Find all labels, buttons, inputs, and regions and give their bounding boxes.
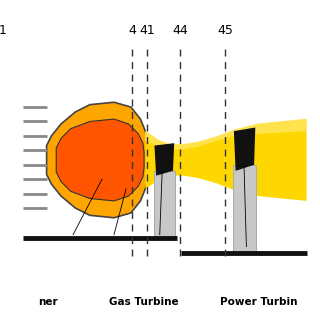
- Text: 41: 41: [139, 24, 155, 37]
- Text: 44: 44: [172, 24, 188, 37]
- Text: 1: 1: [0, 24, 7, 37]
- Polygon shape: [155, 143, 174, 176]
- Text: ner: ner: [38, 297, 58, 307]
- Polygon shape: [234, 127, 255, 171]
- Text: Gas Turbine: Gas Turbine: [109, 297, 179, 307]
- Text: 45: 45: [217, 24, 233, 37]
- Polygon shape: [145, 119, 307, 150]
- Polygon shape: [56, 119, 144, 201]
- Text: 4: 4: [128, 24, 136, 37]
- Bar: [233, 165, 256, 253]
- Polygon shape: [145, 119, 307, 201]
- Polygon shape: [47, 102, 148, 218]
- Text: Power Turbin: Power Turbin: [220, 297, 297, 307]
- Bar: [154, 171, 175, 238]
